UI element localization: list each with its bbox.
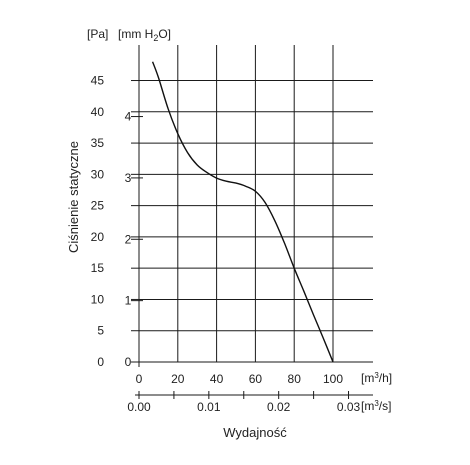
y-tick-label-pa: 25 bbox=[91, 199, 105, 213]
y-tick-label-pa: 20 bbox=[91, 230, 105, 244]
y-tick-label-pa: 35 bbox=[91, 136, 105, 150]
y-tick-label-pa: 5 bbox=[97, 324, 104, 338]
x-tick-label-m3h: 100 bbox=[323, 372, 343, 386]
y-unit-mmh2o: [mm H2O] bbox=[118, 27, 171, 43]
x-tick-label-m3h: 60 bbox=[249, 372, 263, 386]
y-axis-title: Ciśnienie statyczne bbox=[66, 141, 81, 253]
x-tick-label-m3h: 0 bbox=[136, 372, 143, 386]
y-tick-label-pa: 0 bbox=[97, 355, 104, 369]
x-tick-label-m3s: 0.03 bbox=[337, 400, 361, 414]
y-tick-label-pa: 10 bbox=[91, 292, 105, 306]
y-tick-label-pa: 40 bbox=[91, 105, 105, 119]
performance-curve bbox=[151, 61, 334, 363]
x-tick-label-m3h: 80 bbox=[288, 372, 302, 386]
x-tick-label-m3s: 0.00 bbox=[127, 400, 151, 414]
y-tick-label-pa: 30 bbox=[91, 167, 105, 181]
x-tick-label-m3h: 20 bbox=[171, 372, 185, 386]
curve-layer bbox=[151, 61, 334, 363]
y-tick-label-pa: 15 bbox=[91, 261, 105, 275]
grid bbox=[138, 45, 373, 367]
x-unit-m3s: [m3/s] bbox=[361, 399, 391, 413]
y-tick-label-mmh2o: 2 bbox=[125, 232, 132, 246]
x-unit-m3h: [m3/h] bbox=[361, 371, 392, 385]
x-axis-title: Wydajność bbox=[223, 425, 287, 440]
y-tick-label-mmh2o: 0 bbox=[125, 355, 132, 369]
y-tick-label-mmh2o: 1 bbox=[125, 294, 132, 308]
x-tick-label-m3s: 0.02 bbox=[267, 400, 291, 414]
y-tick-label-mmh2o: 4 bbox=[125, 110, 132, 124]
y-tick-label-pa: 45 bbox=[91, 74, 105, 88]
y-unit-pa: [Pa] bbox=[87, 27, 108, 41]
x-tick-label-m3s: 0.01 bbox=[197, 400, 221, 414]
x-tick-label-m3h: 40 bbox=[210, 372, 224, 386]
y-tick-label-mmh2o: 3 bbox=[125, 171, 132, 185]
